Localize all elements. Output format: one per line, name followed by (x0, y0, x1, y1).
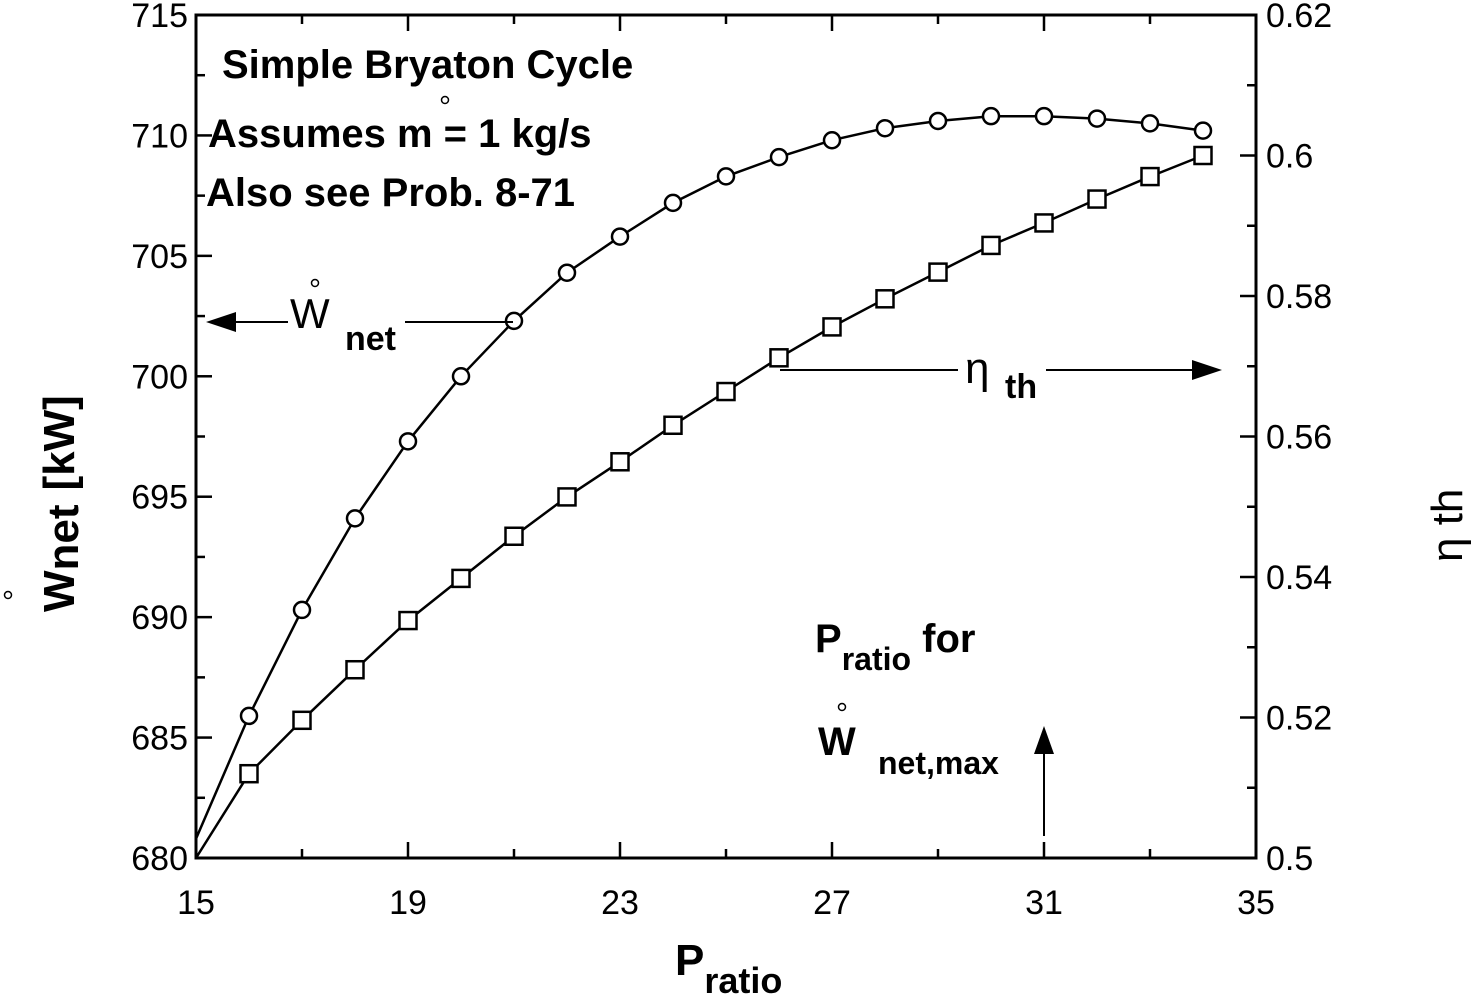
data-point-Wnet (1034, 106, 1054, 126)
data-point-eta_th (1034, 213, 1054, 233)
tick-labels: 15 19 23 27 31 35 680 685 690 695 700 705 710 715 0.5 0… (131, 0, 1332, 922)
data-point-Wnet (345, 509, 365, 528)
x-tick-label: 19 (389, 884, 427, 922)
data-point-eta_th (239, 763, 259, 784)
data-point-eta_th (981, 235, 1001, 256)
data-point-eta_th (398, 610, 418, 631)
annotation-line1: Simple Bryaton Cycle (222, 43, 633, 87)
y-axis-label-dot (3, 590, 13, 600)
annotation-line3: Also see Prob. 8-71 (206, 171, 575, 215)
y-axis-label-sub: net (39, 504, 88, 570)
y2-tick-label: 0.56 (1266, 419, 1332, 457)
y-tick-label: 705 (131, 238, 188, 276)
data-point-eta_th (504, 526, 524, 547)
data-point-eta_th (875, 289, 895, 309)
y-axis-label: Wnet [kW] (35, 395, 88, 612)
axis-ticks (194, 13, 1258, 860)
data-point-Wnet (292, 600, 312, 620)
data-point-Wnet (981, 106, 1001, 126)
data-point-Wnet (239, 706, 259, 726)
y2-tick-label: 0.52 (1266, 700, 1332, 738)
data-point-eta_th (451, 568, 471, 589)
data-point-eta_th (292, 710, 312, 731)
data-point-eta_th (716, 381, 736, 402)
wmax-arrow-head (1034, 726, 1054, 754)
wmax-label-sub: net,max (878, 745, 999, 781)
data-point-eta_th (769, 348, 789, 368)
pratio-note-sub: ratio (842, 641, 911, 677)
y-tick-label: 690 (131, 599, 188, 637)
data-point-Wnet (1193, 121, 1213, 140)
y-tick-label: 685 (131, 720, 188, 758)
wnet-arrow-head (206, 312, 236, 332)
eta-label-sub: th (1005, 368, 1037, 406)
y2-tick-label: 0.5 (1266, 840, 1313, 878)
data-point-Wnet (716, 167, 736, 186)
y2-tick-label: 0.54 (1266, 559, 1332, 597)
y2-tick-label: 0.62 (1266, 0, 1332, 35)
annotation-mass-symbol: m (397, 112, 433, 156)
y-axis-label-main: W (35, 570, 84, 612)
data-point-eta_th (1193, 145, 1213, 166)
data-point-Wnet (398, 432, 418, 451)
x-axis-label-main: P (675, 936, 704, 985)
x-axis-label-sub: ratio (704, 960, 782, 1001)
x-tick-label: 15 (177, 884, 215, 922)
x-tick-label: 27 (813, 884, 851, 922)
annotation-line2-suffix: = 1 kg/s (433, 112, 592, 156)
y-axis-label-group: Wnet [kW] (35, 395, 88, 612)
y-tick-label: 680 (131, 840, 188, 878)
y2-tick-label: 0.58 (1266, 278, 1332, 316)
x-tick-label: 23 (601, 884, 639, 922)
data-point-eta_th (345, 659, 365, 680)
wmax-label: W (818, 720, 856, 764)
y-tick-label: 715 (131, 0, 188, 35)
data-point-eta_th (1087, 189, 1107, 209)
x-tick-label: 31 (1025, 884, 1063, 922)
data-point-eta_th (928, 262, 948, 282)
data-point-Wnet (610, 227, 630, 246)
series-markers (239, 106, 1213, 784)
x-axis-label: Pratio (675, 936, 782, 1001)
annotation-line2: Assumes m = 1 kg/s (208, 112, 592, 156)
data-point-eta_th (610, 452, 630, 472)
y2-tick-label: 0.6 (1266, 138, 1313, 176)
annotation-line2-prefix: Assumes (208, 112, 397, 156)
data-point-Wnet (822, 130, 842, 150)
wnet-label: W (290, 290, 330, 337)
y2-axis-label-group: η th (1423, 489, 1472, 562)
data-point-Wnet (1140, 114, 1160, 133)
pratio-note: Pratio for (815, 617, 975, 677)
data-point-Wnet (451, 367, 471, 386)
x-tick-label: 35 (1237, 884, 1275, 922)
data-point-Wnet (557, 263, 577, 282)
wnet-label-dot (310, 278, 320, 288)
pratio-note-suffix: for (911, 617, 975, 661)
data-point-Wnet (875, 118, 895, 138)
y-axis-label-units: [kW] (35, 395, 84, 490)
data-point-eta_th (557, 487, 577, 507)
data-point-Wnet (663, 193, 683, 213)
data-point-Wnet (769, 147, 789, 167)
data-point-Wnet (504, 311, 524, 331)
eta-label: η (965, 344, 989, 393)
y-tick-label: 695 (131, 479, 188, 517)
y-tick-label: 710 (131, 117, 188, 155)
data-point-Wnet (928, 111, 948, 131)
pratio-note-main: P (815, 617, 842, 661)
mdot-dot (440, 95, 450, 105)
y2-axis-label: η th (1423, 489, 1472, 562)
data-point-eta_th (822, 317, 842, 337)
eta-arrow-head (1192, 360, 1222, 380)
wmax-label-dot (837, 702, 847, 712)
wnet-label-sub: net (345, 320, 396, 358)
data-point-eta_th (663, 415, 683, 436)
y-tick-label: 700 (131, 358, 188, 396)
data-point-eta_th (1140, 166, 1160, 187)
data-point-Wnet (1087, 109, 1107, 128)
